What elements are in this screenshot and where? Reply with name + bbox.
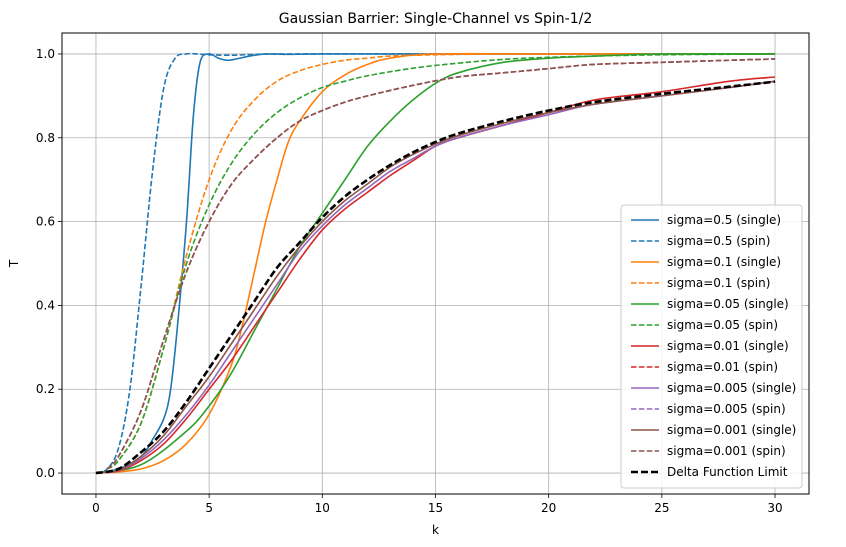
series-line-1: [95, 52, 776, 474]
legend-entry-label: sigma=0.005 (spin): [667, 402, 786, 416]
legend: sigma=0.5 (single) sigma=0.5 (spin) sigma=…: [620, 204, 803, 489]
series-line-8: [95, 80, 776, 474]
series-line-11: [106, 58, 776, 470]
legend-box: [620, 204, 803, 489]
series-line-2: [95, 52, 776, 474]
plot-lines: [95, 52, 776, 475]
chart-title: Gaussian Barrier: Single-Channel vs Spin…: [279, 11, 592, 27]
y-tick-label: 0.4: [36, 298, 55, 312]
axis-ticks: 0 5 10 15 20 25 30 0.0 0.2 0.4 0.6 0.8 1.0: [36, 47, 783, 515]
series-line-5: [106, 53, 776, 470]
y-tick-label: 1.0: [36, 47, 55, 61]
y-tick-label: 0.6: [36, 215, 55, 229]
x-axis-label: k: [432, 523, 439, 537]
legend-entry-label: sigma=0.05 (spin): [667, 318, 778, 332]
y-axis-label: T: [7, 259, 21, 268]
legend-entry-label: sigma=0.5 (single): [667, 213, 781, 227]
legend-entry-label: sigma=0.01 (spin): [667, 360, 778, 374]
legend-entry-label: sigma=0.5 (spin): [667, 234, 770, 248]
x-tick-label: 15: [428, 501, 443, 515]
legend-entry-label: Delta Function Limit: [667, 465, 788, 479]
series-line-4: [95, 52, 776, 474]
x-tick-label: 30: [767, 501, 782, 515]
legend-entry-label: sigma=0.1 (spin): [667, 276, 770, 290]
series-line-10: [95, 80, 776, 474]
y-tick-label: 0.2: [36, 382, 55, 396]
legend-entry-label: sigma=0.001 (single): [667, 423, 796, 437]
x-tick-label: 20: [541, 501, 556, 515]
legend-entry-label: sigma=0.1 (single): [667, 255, 781, 269]
y-tick-label: 0.0: [36, 466, 55, 480]
x-tick-label: 5: [205, 501, 213, 515]
x-tick-label: 25: [654, 501, 669, 515]
x-tick-label: 0: [92, 501, 100, 515]
legend-entry-label: sigma=0.005 (single): [667, 381, 796, 395]
legend-entry-label: sigma=0.05 (single): [667, 297, 789, 311]
y-tick-label: 0.8: [36, 131, 55, 145]
legend-entry-label: sigma=0.001 (spin): [667, 444, 786, 458]
legend-entry-label: sigma=0.01 (single): [667, 339, 789, 353]
x-tick-label: 10: [315, 501, 330, 515]
series-line-12: [95, 80, 776, 475]
